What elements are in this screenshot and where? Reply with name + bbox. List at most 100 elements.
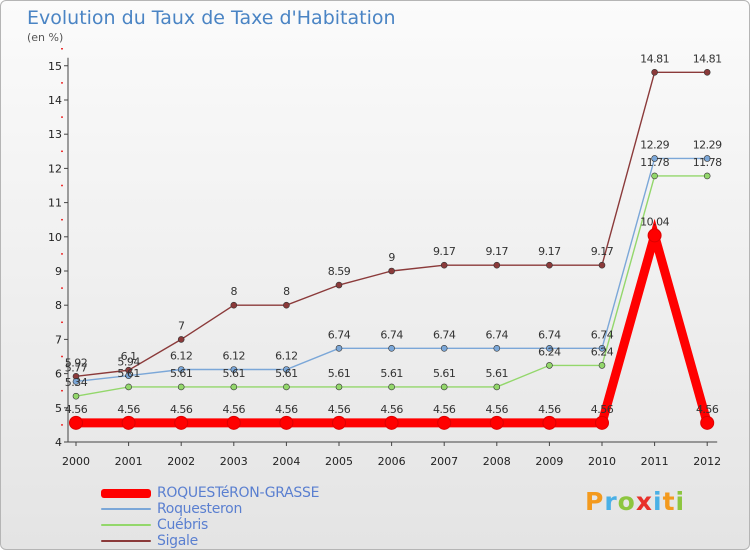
data-label: 8 (231, 285, 238, 298)
x-tick-label: 2007 (430, 455, 458, 468)
data-label: 6.24 (538, 345, 561, 358)
data-point (703, 155, 711, 162)
data-label: 10.04 (640, 215, 669, 228)
data-label: 6.12 (223, 349, 246, 362)
data-point (177, 336, 185, 343)
legend-swatch (101, 540, 151, 542)
x-tick-label: 2003 (220, 455, 248, 468)
data-point (651, 68, 658, 76)
data-label: 4.56 (380, 403, 403, 416)
data-point (279, 415, 294, 430)
data-point (121, 415, 136, 430)
data-label: 6.24 (591, 345, 614, 358)
data-point (335, 383, 343, 391)
y-tick-label: 7 (55, 333, 62, 346)
data-label: 5.61 (328, 367, 351, 380)
data-point (283, 383, 290, 391)
x-tick-label: 2000 (62, 455, 90, 468)
data-point (230, 366, 238, 373)
data-point (651, 172, 658, 180)
legend-label: Cuébris (157, 517, 208, 533)
data-label: 5.92 (65, 356, 88, 369)
data-point (230, 383, 238, 391)
y-tick-label: 10 (48, 231, 62, 244)
data-label: 5.34 (65, 376, 88, 389)
data-point (437, 415, 452, 430)
logo-letter: P (585, 487, 605, 516)
x-tick-label: 2008 (483, 455, 511, 468)
data-point (230, 301, 238, 309)
x-tick-label: 2009 (535, 455, 563, 468)
y-tick-label: 13 (48, 128, 62, 141)
data-label: 7 (178, 319, 185, 332)
legend-label: ROQUESTéRON-GRASSE (157, 485, 320, 501)
data-point (72, 392, 80, 400)
data-label: 5.61 (380, 367, 403, 380)
y-tick-label: 15 (48, 60, 62, 73)
legend-item: Cuébris (101, 517, 319, 533)
data-point (700, 415, 715, 430)
data-label: 9 (388, 251, 395, 264)
data-point (542, 415, 557, 430)
y-tick-label: 12 (48, 162, 62, 175)
data-point (647, 228, 662, 243)
data-point (72, 378, 80, 385)
data-label: 4.56 (486, 403, 509, 416)
y-tick-label: 11 (48, 197, 62, 210)
data-label: 4.56 (170, 403, 193, 416)
data-label: 6.12 (275, 349, 298, 362)
x-tick-label: 2001 (115, 455, 143, 468)
data-label: 4.56 (591, 403, 614, 416)
data-label: 5.61 (433, 367, 456, 380)
data-label: 9.17 (433, 245, 456, 258)
data-point (493, 261, 501, 269)
data-point (440, 383, 448, 391)
x-tick-label: 2012 (693, 455, 721, 468)
x-tick-label: 2011 (641, 455, 669, 468)
data-label: 8 (283, 285, 290, 298)
data-label: 14.81 (693, 52, 722, 65)
data-point (226, 415, 241, 430)
data-label: 6.74 (328, 328, 351, 341)
logo-letter: x (635, 487, 653, 516)
data-label: 11.78 (640, 156, 669, 169)
data-point (125, 383, 132, 391)
data-label: 4.56 (538, 403, 561, 416)
data-label: 5.61 (223, 367, 246, 380)
x-tick-label: 2004 (272, 455, 300, 468)
data-label: 4.56 (328, 403, 351, 416)
logo-letter: i (653, 487, 663, 516)
data-label: 9.17 (486, 245, 509, 258)
legend-item: ROQUESTéRON-GRASSE (101, 485, 319, 501)
data-point (388, 383, 395, 391)
series-lines (69, 68, 715, 430)
data-point (493, 344, 501, 352)
data-label: 6.74 (486, 328, 509, 341)
logo-letter: i (675, 487, 686, 516)
data-label: 6.74 (538, 328, 561, 341)
y-tick-label: 9 (55, 265, 62, 278)
x-tick-label: 2005 (325, 455, 353, 468)
y-tick-label: 6 (55, 368, 62, 381)
data-label: 4.56 (223, 403, 246, 416)
data-point (177, 383, 185, 391)
data-label: 8.59 (328, 265, 351, 278)
data-point (283, 366, 290, 373)
legend-swatch (101, 524, 151, 526)
data-point (388, 344, 395, 352)
y-tick-label: 5 (55, 402, 62, 415)
x-tick-label: 2002 (167, 455, 195, 468)
y-unit-label: (en %) (27, 31, 64, 44)
data-point (388, 267, 395, 275)
legend-swatch (101, 488, 151, 498)
data-point (598, 261, 606, 269)
data-point (335, 281, 343, 289)
data-label: 4.56 (65, 403, 88, 416)
chart-title: Evolution du Taux de Taxe d'Habitation (27, 7, 396, 29)
legend-label: Roquesteron (157, 501, 243, 517)
data-label: 5.61 (170, 367, 193, 380)
data-label: 6.74 (380, 328, 403, 341)
data-point (440, 344, 448, 352)
data-point (703, 68, 711, 76)
